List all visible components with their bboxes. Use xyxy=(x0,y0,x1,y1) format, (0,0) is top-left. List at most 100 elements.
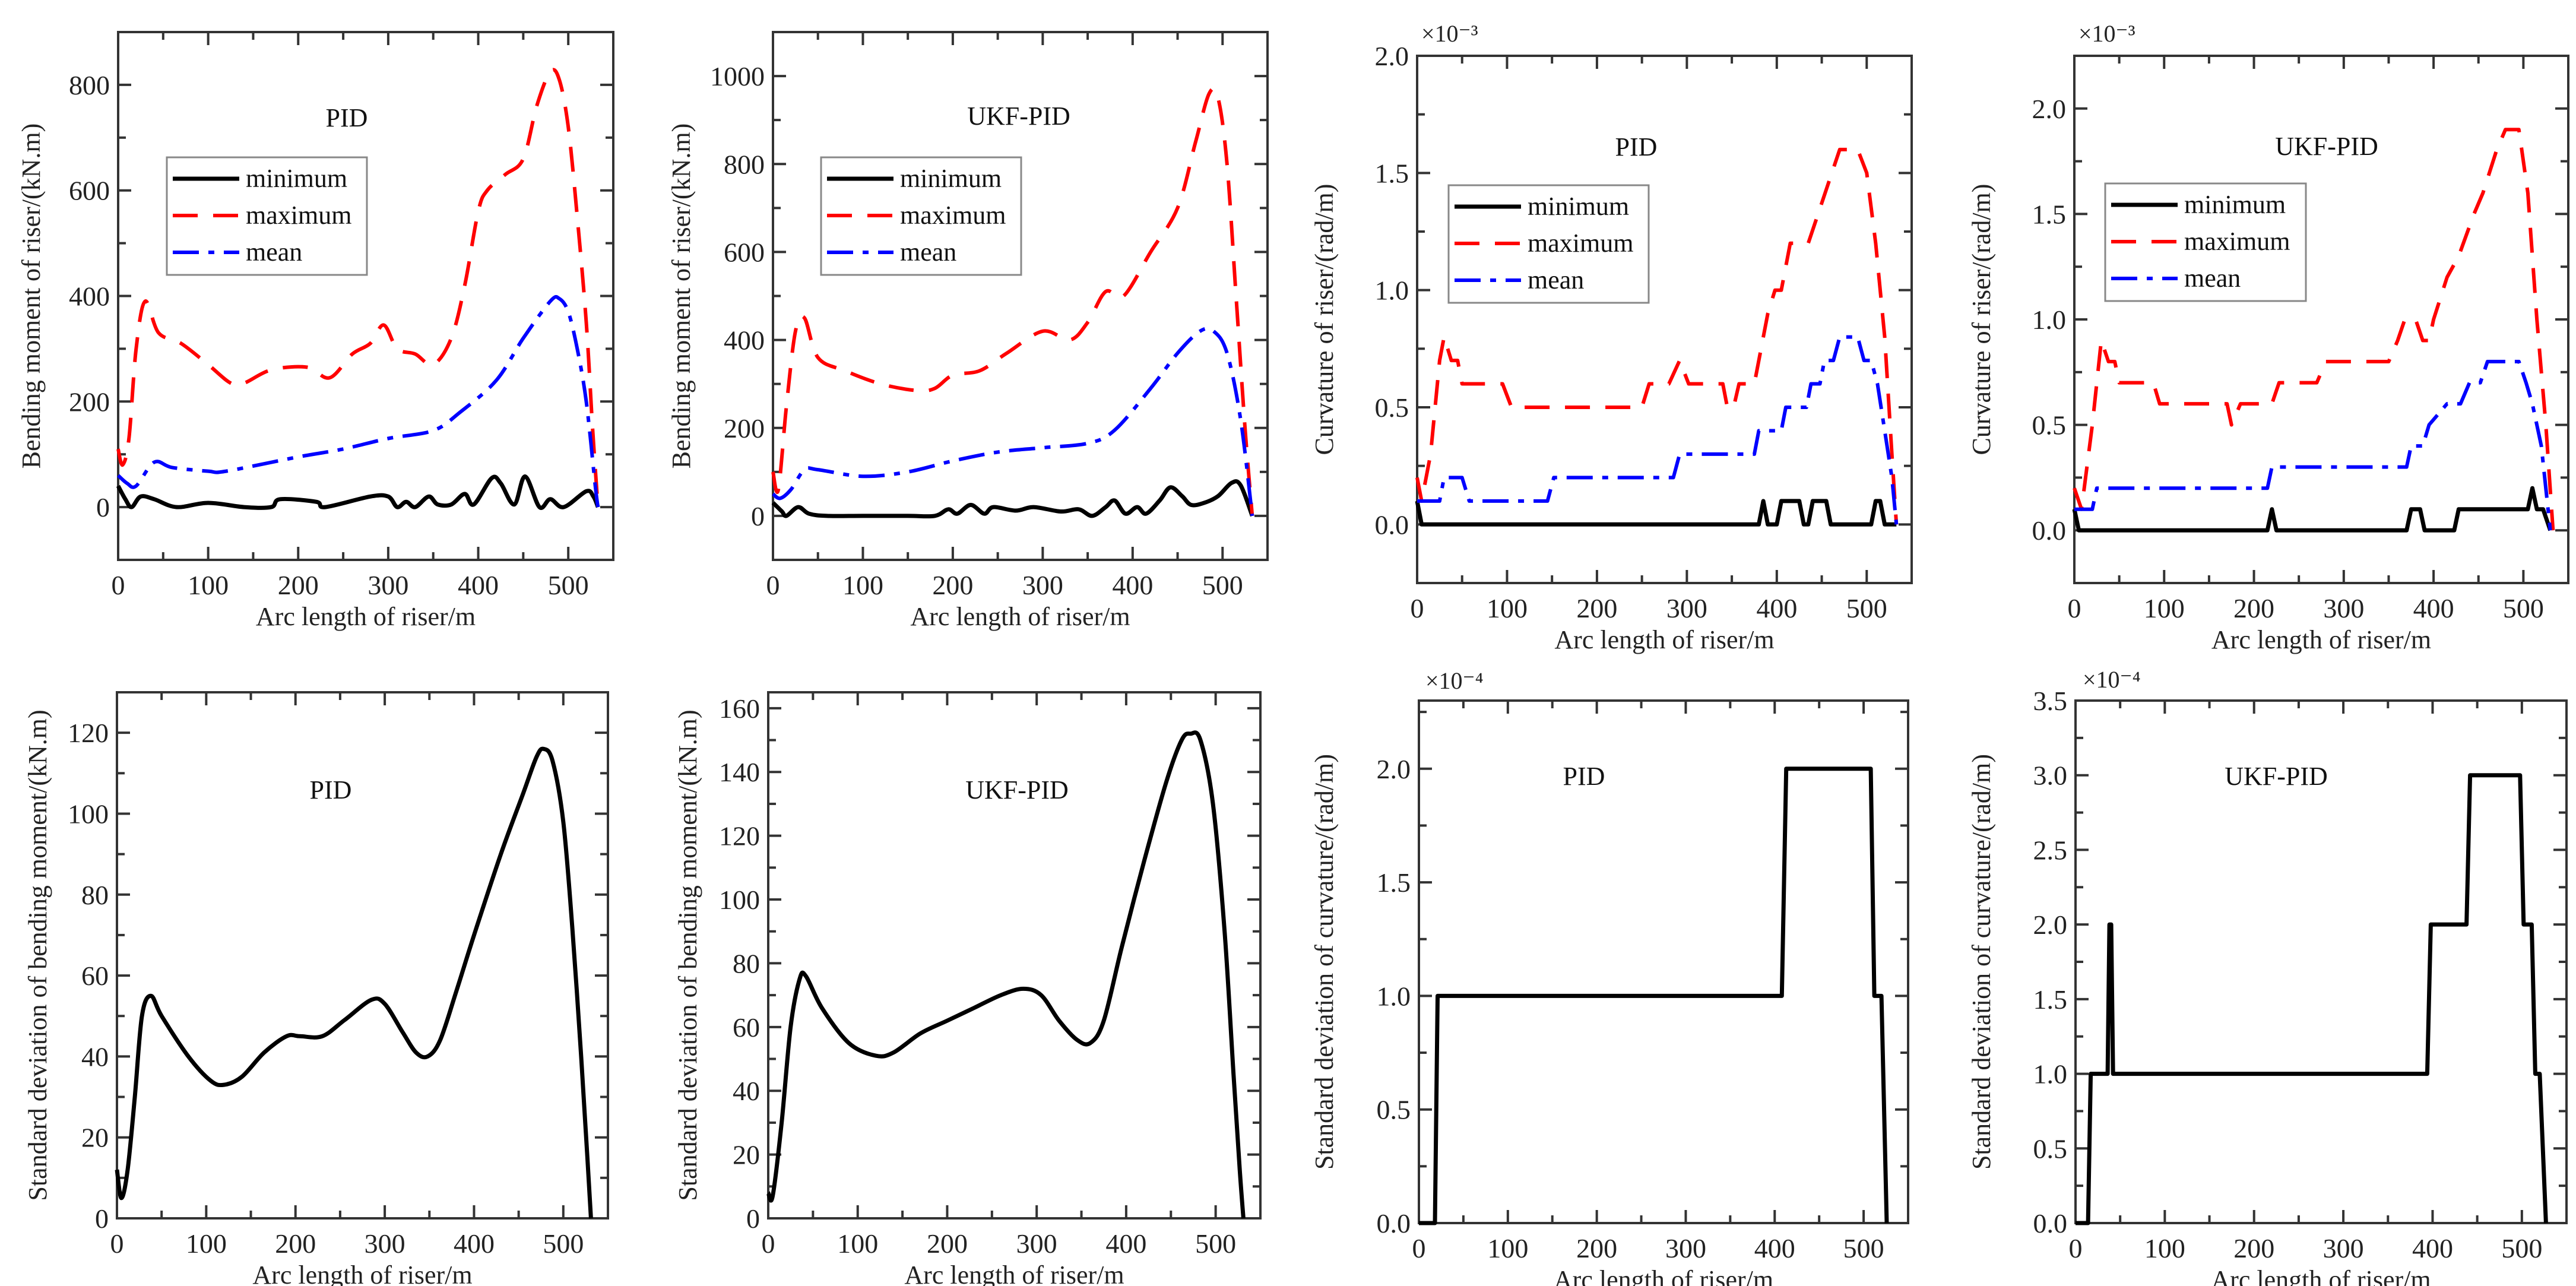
x-tick-label: 100 xyxy=(188,570,229,600)
y-tick-label: 2.0 xyxy=(1377,754,1411,784)
y-tick-label: 60 xyxy=(81,961,109,991)
y-tick-label: 1.5 xyxy=(1375,158,1409,188)
chart-annotation-title: UKF-PID xyxy=(967,102,1070,131)
chart-annotation-title: PID xyxy=(1615,132,1658,161)
x-tick-label: 0 xyxy=(110,1228,124,1259)
y-tick-label: 40 xyxy=(733,1076,760,1106)
x-tick-label: 500 xyxy=(1846,593,1887,623)
y-tick-label: 0.5 xyxy=(1377,1095,1411,1125)
y-axis-multiplier: ×10⁻³ xyxy=(1421,20,1478,47)
x-tick-label: 300 xyxy=(1666,593,1707,623)
y-tick-label: 2.0 xyxy=(2032,94,2067,124)
chart-panel-1: 0 100 200 300 400 500 0 200 400 600 800 Arc length … xyxy=(17,31,614,631)
x-tick-label: 100 xyxy=(1487,593,1528,623)
y-tick-label: 1.5 xyxy=(2033,984,2068,1015)
x-tick-label: 200 xyxy=(2233,1233,2274,1263)
x-tick-label: 0 xyxy=(2069,1233,2083,1263)
y-tick-label: 2.0 xyxy=(1375,41,1409,71)
y-axis-label: Bending moment of riser/(kN.m) xyxy=(667,123,696,469)
chart-panel-6: 0 100 200 300 400 500 0 20 40 60 80 100 120 140 160 Arc… xyxy=(673,691,1262,1286)
y-tick-label: 400 xyxy=(724,325,765,356)
y-tick-label: 80 xyxy=(81,880,109,910)
legend-label-maximum: maximum xyxy=(900,201,1006,230)
x-axis-label: Arc length of riser/m xyxy=(1554,625,1774,654)
legend-label-maximum: maximum xyxy=(246,201,351,230)
x-axis-label: Arc length of riser/m xyxy=(2211,625,2431,654)
y-tick-label: 120 xyxy=(719,821,760,851)
x-tick-label: 500 xyxy=(543,1228,584,1259)
y-tick-label: 0.5 xyxy=(2033,1133,2068,1164)
x-tick-label: 500 xyxy=(1202,570,1243,600)
x-axis-label: Arc length of riser/m xyxy=(2211,1265,2431,1286)
y-tick-label: 600 xyxy=(69,176,110,206)
y-tick-label: 1.0 xyxy=(2032,305,2067,335)
legend-label-maximum: maximum xyxy=(1528,229,1633,258)
y-tick-label: 1.5 xyxy=(1377,867,1411,898)
chart-annotation-title: PID xyxy=(326,103,368,132)
plot-frame xyxy=(767,691,1262,1220)
y-axis-label: Standard deviation of bending moment/(kN… xyxy=(23,709,52,1201)
x-tick-label: 100 xyxy=(842,570,883,600)
x-tick-label: 200 xyxy=(278,570,319,600)
chart-panel-3: 0 100 200 300 400 500 0.0 0.5 1.0 1.5 2.0 Arc lengt… xyxy=(1310,20,1913,654)
y-axis-multiplier: ×10⁻³ xyxy=(2078,20,2135,47)
chart-annotation-title: PID xyxy=(310,775,352,804)
x-tick-label: 100 xyxy=(2144,593,2185,623)
x-tick-label: 100 xyxy=(2144,1233,2185,1263)
y-tick-label: 400 xyxy=(69,281,110,312)
y-tick-label: 0.5 xyxy=(2032,410,2067,441)
x-tick-label: 300 xyxy=(2323,593,2364,623)
y-tick-label: 800 xyxy=(69,70,110,100)
x-axis-label: Arc length of riser/m xyxy=(910,602,1130,631)
chart-panel-8: 0 100 200 300 400 500 0.0 0.5 1.0 1.5 2.0 2.5 3.0 3.5… xyxy=(1967,666,2568,1286)
y-tick-label: 0 xyxy=(96,492,110,522)
legend-label-mean: mean xyxy=(246,237,302,267)
y-tick-label: 1.0 xyxy=(1377,981,1411,1011)
x-tick-label: 300 xyxy=(2323,1233,2364,1263)
legend-label-minimum: minimum xyxy=(900,164,1002,193)
legend-label-mean: mean xyxy=(2184,264,2241,293)
y-tick-label: 2.0 xyxy=(2033,910,2068,940)
y-tick-label: 1000 xyxy=(710,61,765,91)
y-axis-label: Curvature of riser/(rad/m) xyxy=(1310,184,1339,455)
x-tick-label: 400 xyxy=(458,570,499,600)
x-tick-label: 400 xyxy=(1756,593,1797,623)
legend-label-mean: mean xyxy=(1528,265,1584,294)
y-tick-label: 200 xyxy=(724,413,765,444)
x-tick-label: 300 xyxy=(367,570,408,600)
y-axis-label: Standard deviation of curvature/(rad/m) xyxy=(1967,754,1996,1170)
series-line-curve xyxy=(115,746,593,1219)
y-axis-label: Bending moment of riser/(kN.m) xyxy=(17,123,46,469)
chart-panel-5: 0 100 200 300 400 500 0 20 40 60 80 100 120 Arc lengt… xyxy=(23,691,609,1286)
legend-label-minimum: minimum xyxy=(2184,190,2286,219)
y-tick-label: 100 xyxy=(719,885,760,915)
y-axis-multiplier: ×10⁻⁴ xyxy=(2083,666,2141,693)
x-axis-label: Arc length of riser/m xyxy=(904,1260,1124,1286)
y-tick-label: 2.5 xyxy=(2033,835,2068,865)
x-axis-label: Arc length of riser/m xyxy=(1554,1265,1773,1286)
y-tick-label: 40 xyxy=(81,1041,109,1072)
x-tick-label: 400 xyxy=(1754,1233,1795,1263)
series-line-curve xyxy=(1419,766,1889,1225)
plot-frame xyxy=(1416,55,1913,584)
series-line-mean xyxy=(772,327,1254,517)
series-line-mean xyxy=(2074,360,2552,531)
chart-annotation-title: UKF-PID xyxy=(2275,132,2378,161)
y-tick-label: 160 xyxy=(719,693,760,724)
x-tick-label: 0 xyxy=(766,570,780,600)
legend: minimum maximum mean xyxy=(1447,184,1650,304)
chart-annotation-title: UKF-PID xyxy=(2225,762,2328,791)
x-tick-label: 100 xyxy=(186,1228,227,1259)
y-tick-label: 100 xyxy=(68,799,109,829)
y-axis-label: Curvature of riser/(rad/m) xyxy=(1967,184,1996,455)
y-tick-label: 0.0 xyxy=(1377,1208,1411,1239)
x-tick-label: 0 xyxy=(2068,593,2081,623)
legend-label-minimum: minimum xyxy=(1528,192,1629,221)
x-tick-label: 500 xyxy=(1195,1228,1236,1259)
y-tick-label: 0 xyxy=(746,1203,760,1234)
y-tick-label: 20 xyxy=(81,1123,109,1153)
x-tick-label: 300 xyxy=(365,1228,405,1259)
x-tick-label: 500 xyxy=(548,570,589,600)
y-tick-label: 200 xyxy=(69,387,110,417)
